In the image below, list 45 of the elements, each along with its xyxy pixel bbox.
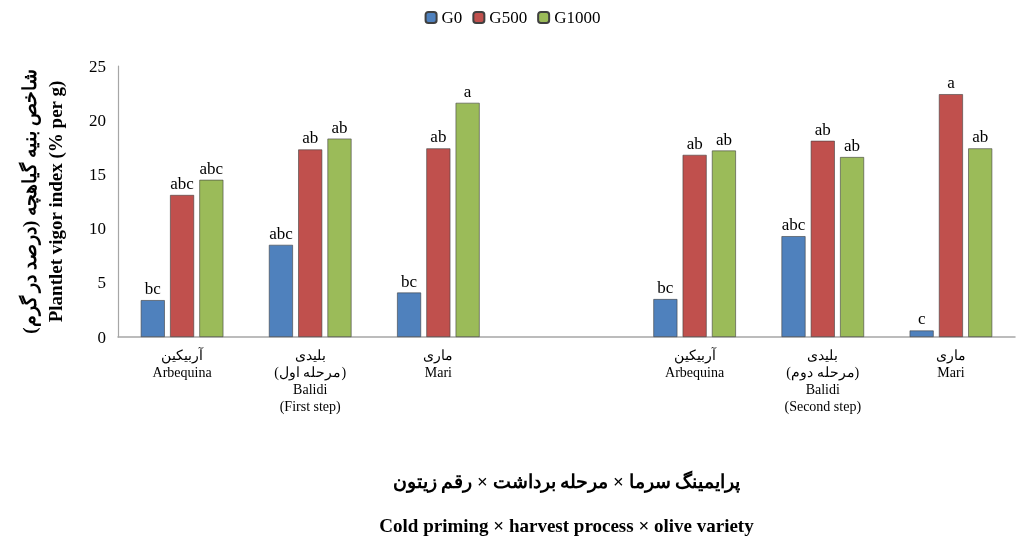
data-label: abc <box>269 223 294 243</box>
legend-label: G500 <box>489 8 528 27</box>
bar <box>426 148 451 337</box>
data-label: ab <box>715 129 732 149</box>
data-label: c <box>917 309 926 329</box>
bar <box>840 157 865 337</box>
bar <box>682 154 707 337</box>
data-label: ab <box>430 127 447 147</box>
data-label: ab <box>814 119 831 139</box>
data-label: bc <box>657 278 674 298</box>
y-tick-label: 25 <box>89 56 106 76</box>
data-label: ab <box>686 133 703 153</box>
bar <box>653 299 678 337</box>
bar <box>327 138 352 337</box>
data-label: abc <box>170 174 195 193</box>
bar <box>968 148 993 337</box>
legend-label: G0 <box>441 8 463 27</box>
data-label: bc <box>401 271 418 291</box>
data-label: a <box>463 81 472 101</box>
y-tick-label: 20 <box>89 110 106 130</box>
bar <box>938 94 963 337</box>
data-label: ab <box>972 127 989 147</box>
data-label: a <box>947 73 956 93</box>
bar <box>781 236 806 337</box>
bar <box>298 149 323 337</box>
bar <box>711 150 736 337</box>
bar <box>199 179 224 337</box>
data-label: ab <box>331 117 348 137</box>
data-label: ab <box>302 128 319 148</box>
bar <box>455 102 480 337</box>
y-tick-label: 0 <box>97 327 106 347</box>
y-tick-label: 15 <box>89 164 106 184</box>
data-label: bc <box>144 279 162 299</box>
bar <box>268 244 293 337</box>
legend-label: G1000 <box>554 8 601 27</box>
data-label: ab <box>844 136 861 156</box>
data-label: abc <box>781 215 806 235</box>
bar <box>909 330 934 337</box>
bar <box>140 300 165 337</box>
y-tick-label: 5 <box>97 273 106 293</box>
bar <box>397 292 422 337</box>
y-tick-label: 10 <box>89 219 106 239</box>
bar <box>810 140 835 337</box>
data-label: abc <box>199 158 224 178</box>
bar <box>170 195 195 337</box>
